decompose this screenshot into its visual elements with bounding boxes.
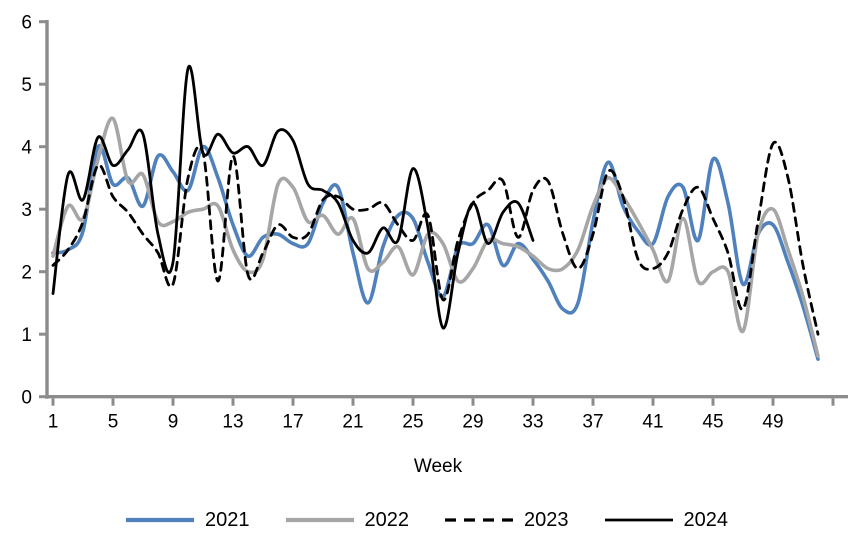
- legend-swatch-2024: [604, 518, 673, 522]
- x-axis-title: Week: [414, 456, 463, 477]
- y-tick-label: 5: [21, 75, 32, 96]
- legend-label-2023: 2023: [524, 509, 569, 531]
- legend-item-2023: 2023: [443, 510, 569, 530]
- y-tick-label: 4: [21, 138, 32, 159]
- x-tick-label: 49: [762, 412, 783, 433]
- x-tick-label: 33: [522, 412, 543, 433]
- x-tick-label: 13: [222, 412, 243, 433]
- x-tick-label: 21: [342, 412, 363, 433]
- y-tick-label: 6: [21, 13, 32, 34]
- legend-swatch-2021: [126, 517, 194, 523]
- legend-item-2022: 2022: [284, 509, 410, 531]
- x-tick-label: 41: [642, 412, 663, 433]
- x-tick-label: 45: [702, 412, 723, 433]
- y-tick-label: 1: [21, 325, 32, 346]
- y-tick-label: 3: [21, 200, 32, 221]
- series-line-2022: [51, 116, 820, 358]
- x-tick-label: 1: [48, 412, 59, 433]
- legend-label-2021: 2021: [205, 509, 250, 531]
- legend: 2021 2022 2023 2024: [0, 510, 852, 530]
- legend-label-2022: 2022: [364, 509, 410, 531]
- y-tick-label: 0: [21, 388, 32, 409]
- series-line-2023: [51, 140, 820, 336]
- legend-item-2021: 2021: [124, 510, 250, 530]
- x-tick-label: 37: [582, 412, 603, 433]
- x-tick-label: 17: [282, 412, 303, 433]
- legend-swatch-2023: [445, 518, 513, 522]
- legend-label-2024: 2024: [683, 509, 729, 531]
- y-tick-label: 2: [21, 263, 32, 284]
- x-tick-label: 25: [402, 412, 423, 433]
- x-tick-label: 5: [108, 412, 119, 433]
- legend-swatch-2022: [285, 517, 354, 523]
- legend-item-2024: 2024: [603, 509, 729, 531]
- x-tick-label: 29: [462, 412, 483, 433]
- x-tick-label: 9: [168, 412, 179, 433]
- series-line-2024: [51, 64, 535, 330]
